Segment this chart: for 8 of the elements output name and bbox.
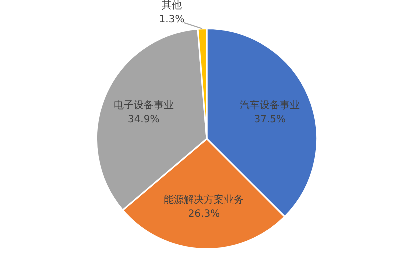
slice-label: 电子设备事业	[114, 99, 174, 112]
slice-label: 能源解决方案业务	[164, 194, 244, 206]
data-label: 1.3%	[159, 14, 185, 26]
slice-label: 汽车设备事业	[240, 99, 300, 112]
data-label: 34.9%	[128, 114, 160, 126]
data-label: 37.5%	[254, 114, 286, 126]
slice-label: 其他	[162, 0, 182, 12]
data-label: 26.3%	[188, 208, 220, 220]
